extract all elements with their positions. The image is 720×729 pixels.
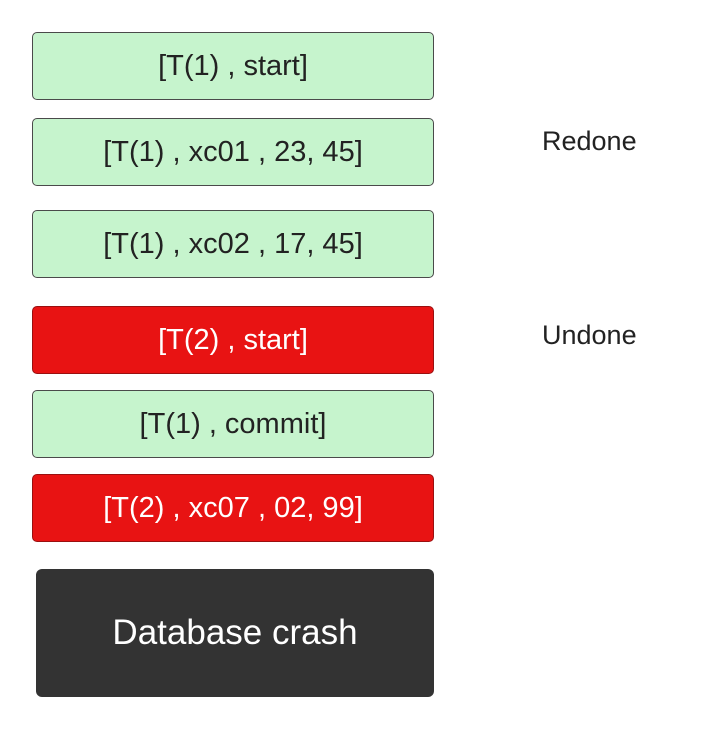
- log-entry-t2-start: [T(2) , start]: [32, 306, 434, 374]
- log-entry-text: [T(1) , xc01 , 23, 45]: [103, 135, 363, 168]
- database-crash-box: Database crash: [36, 569, 434, 697]
- undone-label: Undone: [542, 320, 637, 350]
- redone-label: Redone: [542, 126, 637, 156]
- log-entry-text: [T(2) , xc07 , 02, 99]: [103, 491, 363, 524]
- log-entry-text: [T(2) , start]: [158, 323, 308, 356]
- log-entry-text: [T(1) , xc02 , 17, 45]: [103, 227, 363, 260]
- log-entry-t1-xc01: [T(1) , xc01 , 23, 45]: [32, 118, 434, 186]
- log-entry-t1-start: [T(1) , start]: [32, 32, 434, 100]
- log-entry-t1-commit: [T(1) , commit]: [32, 390, 434, 458]
- log-entry-t2-xc07: [T(2) , xc07 , 02, 99]: [32, 474, 434, 542]
- database-crash-text: Database crash: [112, 613, 358, 652]
- log-entry-text: [T(1) , start]: [158, 49, 308, 82]
- log-entry-text: [T(1) , commit]: [139, 407, 327, 440]
- log-entry-t1-xc02: [T(1) , xc02 , 17, 45]: [32, 210, 434, 278]
